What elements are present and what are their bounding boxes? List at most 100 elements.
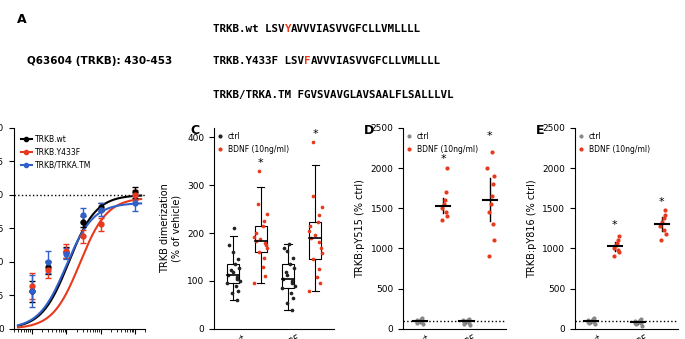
Point bbox=[250, 231, 261, 236]
Point bbox=[485, 202, 496, 207]
Point bbox=[305, 224, 316, 229]
Point bbox=[487, 222, 498, 227]
Point bbox=[488, 174, 499, 179]
Point bbox=[284, 261, 295, 267]
Text: *: * bbox=[659, 197, 664, 207]
Point bbox=[262, 245, 273, 250]
Point bbox=[314, 281, 325, 286]
Point bbox=[316, 204, 327, 210]
Legend: TRKB.wt, TRKB.Y433F, TRKB/TRKA.TM: TRKB.wt, TRKB.Y433F, TRKB/TRKA.TM bbox=[18, 132, 95, 173]
Point bbox=[612, 238, 623, 243]
Point bbox=[612, 247, 623, 253]
Point bbox=[488, 238, 499, 243]
Point bbox=[486, 149, 497, 155]
Point bbox=[260, 274, 271, 279]
Point bbox=[282, 248, 292, 254]
Point bbox=[279, 245, 290, 250]
Text: TRKB/TRKA.TM FGVSVAVGLAVSAALFLSALLLVL: TRKB/TRKA.TM FGVSVAVGLAVSAALFLSALLLVL bbox=[213, 89, 453, 100]
Point bbox=[289, 283, 300, 288]
Point bbox=[411, 317, 422, 323]
Text: AVVVIASVVGFCLLVMLLLL: AVVVIASVVGFCLLVMLLLL bbox=[310, 56, 440, 66]
Point bbox=[487, 181, 498, 187]
Point bbox=[286, 278, 297, 284]
Bar bbox=[227, 264, 239, 283]
Text: A: A bbox=[17, 13, 27, 26]
Text: *: * bbox=[258, 158, 264, 168]
Point bbox=[232, 297, 242, 303]
Point bbox=[249, 234, 260, 239]
Point bbox=[259, 255, 270, 261]
Bar bbox=[255, 226, 266, 252]
Point bbox=[303, 228, 314, 234]
Point bbox=[230, 261, 241, 267]
Point bbox=[464, 316, 475, 321]
Point bbox=[226, 268, 237, 273]
Point bbox=[312, 275, 323, 280]
Y-axis label: TRKB:pY515 (% ctrl): TRKB:pY515 (% ctrl) bbox=[355, 179, 365, 278]
Point bbox=[660, 207, 671, 213]
Text: *: * bbox=[312, 129, 318, 139]
Point bbox=[659, 212, 670, 217]
Point bbox=[436, 205, 447, 211]
Point bbox=[417, 320, 428, 325]
Point bbox=[609, 254, 620, 259]
Point bbox=[281, 270, 292, 275]
Point bbox=[312, 219, 323, 224]
Point bbox=[655, 223, 666, 229]
Point bbox=[253, 168, 264, 174]
Point bbox=[286, 290, 297, 296]
Point bbox=[588, 317, 599, 322]
Text: *: * bbox=[440, 154, 446, 164]
Point bbox=[314, 266, 325, 272]
Point bbox=[222, 281, 233, 286]
Point bbox=[440, 190, 451, 195]
Point bbox=[630, 320, 641, 325]
Point bbox=[630, 318, 640, 324]
Point bbox=[636, 321, 647, 326]
Bar bbox=[282, 264, 294, 288]
Point bbox=[658, 215, 669, 221]
Point bbox=[277, 276, 288, 281]
Text: D: D bbox=[364, 124, 374, 137]
Point bbox=[286, 281, 297, 286]
Text: Y: Y bbox=[284, 24, 291, 34]
Point bbox=[414, 318, 425, 323]
Point bbox=[288, 265, 299, 270]
Point bbox=[636, 317, 647, 322]
Point bbox=[231, 283, 242, 288]
Point bbox=[416, 317, 427, 322]
Point bbox=[303, 288, 314, 293]
Point bbox=[257, 264, 268, 270]
Point bbox=[249, 281, 260, 286]
Point bbox=[259, 218, 270, 224]
Point bbox=[630, 321, 641, 327]
Text: F: F bbox=[304, 56, 310, 66]
Point bbox=[258, 223, 269, 229]
Point bbox=[583, 319, 594, 324]
Point bbox=[483, 210, 494, 215]
Point bbox=[486, 194, 497, 199]
Point bbox=[441, 165, 452, 171]
Point bbox=[227, 290, 238, 296]
Point bbox=[583, 317, 594, 323]
Text: E: E bbox=[536, 124, 545, 137]
Legend: ctrl, BDNF (10ng/ml): ctrl, BDNF (10ng/ml) bbox=[407, 132, 478, 154]
Point bbox=[233, 288, 244, 293]
Point bbox=[458, 321, 469, 327]
Point bbox=[232, 275, 243, 280]
Point bbox=[612, 240, 623, 245]
Point bbox=[253, 250, 264, 255]
Point bbox=[229, 226, 240, 231]
Point bbox=[316, 251, 327, 256]
Point bbox=[608, 245, 619, 251]
Text: TRKB.Y433F LSV: TRKB.Y433F LSV bbox=[213, 56, 304, 66]
Point bbox=[657, 219, 668, 225]
Point bbox=[613, 250, 624, 255]
Point bbox=[636, 323, 647, 328]
Point bbox=[437, 218, 448, 223]
Point bbox=[223, 273, 234, 278]
Point bbox=[232, 276, 242, 281]
Point bbox=[484, 254, 495, 259]
Point bbox=[308, 140, 319, 145]
Point bbox=[464, 320, 475, 325]
